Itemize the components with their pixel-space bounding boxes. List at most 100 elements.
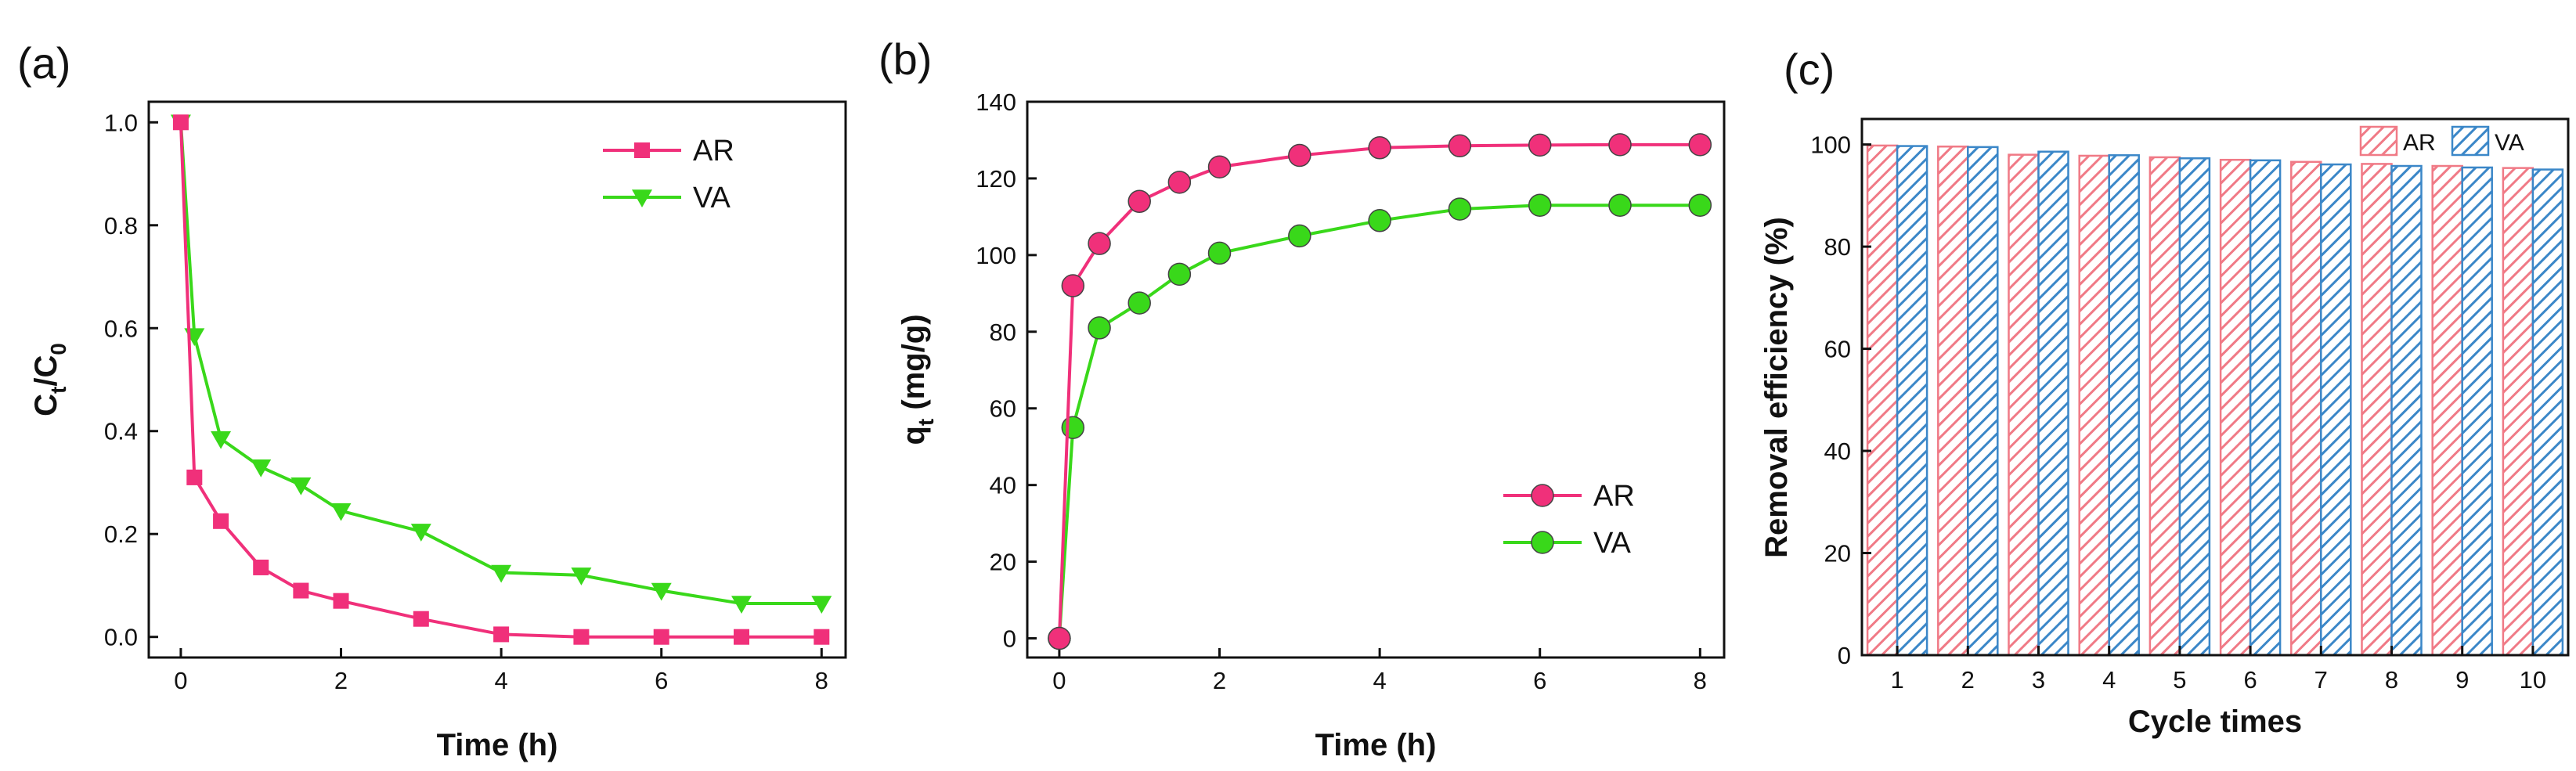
data-point-a-ar-1	[186, 469, 203, 485]
x-tick-label-b-3: 6	[1533, 667, 1546, 694]
bar-va-3	[2037, 150, 2069, 657]
series-line-b-va	[1057, 204, 1701, 639]
legend-label-b-va: VA	[1593, 527, 1632, 560]
x-tick-label-b-4: 8	[1694, 667, 1707, 694]
y-tick-label-a-4: 0.8	[104, 212, 138, 240]
y-axis-label-a: Ct/C0	[29, 343, 70, 416]
data-point-a-ar-7	[493, 626, 510, 643]
data-point-b-va-11	[1688, 193, 1712, 217]
data-point-b-va-9	[1528, 193, 1552, 217]
legend-label-c-va: VA	[2495, 130, 2524, 156]
x-tick-label-c-1: 2	[1961, 666, 1975, 694]
y-tick-label-a-3: 0.6	[104, 315, 138, 342]
x-tick-label-c-9: 10	[2520, 666, 2546, 694]
y-axis-label-b: qt (mg/g)	[897, 314, 938, 445]
x-axis-label-a: Time (h)	[437, 728, 558, 762]
data-point-a-va-6	[410, 524, 431, 542]
x-tick-label-a-1: 2	[334, 667, 348, 694]
panel-label-a: (a)	[17, 38, 70, 88]
x-tick-label-c-6: 7	[2314, 666, 2328, 694]
y-label-a-sub2: 0	[46, 343, 70, 355]
bar-ar-2	[1937, 145, 1969, 657]
data-point-b-ar-7	[1368, 136, 1391, 160]
data-point-a-ar-6	[413, 611, 429, 627]
y-tick-label-b-5: 100	[976, 242, 1016, 269]
bar-va-6	[2249, 159, 2282, 657]
bar-va-8	[2390, 164, 2423, 657]
legend-marker-b-va	[1531, 531, 1554, 554]
data-point-b-ar-11	[1688, 133, 1712, 157]
data-point-b-va-2	[1088, 316, 1111, 340]
bar-va-1	[1896, 145, 1928, 657]
data-point-a-ar-9	[653, 629, 669, 645]
legend-label-c-ar: AR	[2403, 130, 2436, 156]
bar-ar-3	[2008, 153, 2040, 657]
y-tick-label-a-2: 0.4	[104, 418, 138, 445]
bar-ar-5	[2148, 156, 2181, 657]
legend-marker-a-va	[632, 189, 652, 207]
y-axis-label-c: Removal efficiency (%)	[1759, 217, 1794, 558]
x-tick-label-a-3: 6	[655, 667, 668, 694]
y-tick-label-c-5: 100	[1810, 132, 1851, 159]
legend-label-a-ar: AR	[693, 135, 734, 168]
series-line-a-va	[179, 122, 822, 605]
data-point-a-va-4	[290, 477, 312, 495]
data-point-a-va-2	[211, 431, 232, 449]
plot-frame-c	[1860, 117, 2570, 657]
panel-a: (a) 0 2 4 6 8 0.0 0.2 0.4 0.6 0.8 1.0 AR VA Time (h…	[0, 0, 861, 771]
y-label-a-mid: /C	[29, 355, 63, 387]
x-tick-label-b-2: 4	[1373, 667, 1386, 694]
x-tick-label-b-0: 0	[1052, 667, 1066, 694]
data-point-b-va-8	[1448, 197, 1472, 221]
y-tick-label-c-0: 0	[1838, 642, 1851, 669]
y-label-a-sub1: t	[46, 387, 70, 394]
y-tick-label-b-6: 120	[976, 165, 1016, 193]
data-point-b-ar-5	[1207, 155, 1232, 178]
x-tick-label-c-2: 3	[2032, 666, 2045, 694]
data-point-b-va-4	[1167, 262, 1192, 286]
data-point-a-ar-11	[814, 629, 830, 645]
x-tick-label-a-0: 0	[174, 667, 187, 694]
y-tick-label-b-4: 80	[990, 319, 1016, 346]
y-tick-label-b-7: 140	[976, 88, 1016, 116]
data-point-b-ar-4	[1167, 171, 1192, 194]
data-point-b-va-5	[1207, 241, 1232, 265]
y-tick-label-a-5: 1.0	[104, 109, 138, 136]
bar-va-2	[1967, 146, 1999, 657]
data-point-b-ar-10	[1608, 133, 1632, 157]
plot-frame-b	[1026, 100, 1726, 659]
y-label-b-sub1: t	[914, 419, 938, 426]
data-point-b-ar-0	[1048, 626, 1071, 650]
bar-ar-8	[2361, 163, 2393, 657]
data-point-a-ar-4	[293, 582, 309, 599]
data-point-b-ar-1	[1061, 274, 1085, 297]
bar-va-4	[2108, 154, 2140, 657]
chart-a: (a) 0 2 4 6 8 0.0 0.2 0.4 0.6 0.8 1.0 AR VA Time (h…	[17, 38, 847, 762]
data-point-b-ar-6	[1288, 143, 1311, 168]
y-tick-label-b-0: 0	[1003, 625, 1016, 653]
data-point-a-va-5	[330, 503, 352, 521]
data-point-b-ar-9	[1528, 133, 1552, 157]
panel-label-b: (b)	[879, 34, 932, 84]
bar-ar-9	[2431, 164, 2463, 657]
y-label-b-main: q	[897, 426, 931, 445]
data-point-a-ar-2	[213, 513, 229, 529]
bar-ar-7	[2290, 160, 2322, 657]
data-point-a-va-10	[731, 596, 752, 614]
data-point-b-ar-2	[1088, 232, 1111, 255]
data-point-b-ar-3	[1127, 189, 1151, 214]
data-point-b-va-6	[1288, 224, 1311, 248]
panel-c: (c) 1 2 3 4 5 6 7 8 9 10 0 20 40 60 80 100 AR VA Cycle t…	[1738, 0, 2576, 771]
y-label-b-mid: (mg/g)	[897, 314, 931, 418]
bar-ar-10	[2502, 167, 2535, 657]
bar-ar-4	[2078, 154, 2110, 657]
data-point-a-va-3	[251, 459, 272, 477]
data-point-b-va-7	[1368, 209, 1391, 232]
legend-label-a-va: VA	[693, 182, 731, 214]
y-tick-label-c-3: 60	[1824, 336, 1851, 363]
legend-swatch-c-ar	[2359, 125, 2398, 157]
x-tick-label-b-1: 2	[1213, 667, 1226, 694]
bar-va-10	[2531, 168, 2564, 657]
y-label-a-main: C	[29, 394, 63, 416]
legend-marker-b-ar	[1531, 484, 1554, 507]
